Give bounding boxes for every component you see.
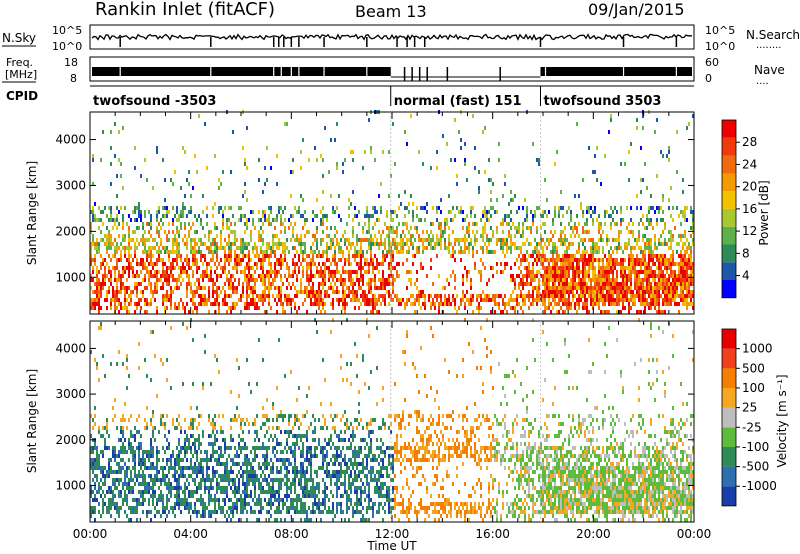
colorbar-swatch [722,244,736,263]
nave-label: Nave [754,63,785,77]
colorbar-tick-label: -500 [742,460,769,474]
colorbar-tick-label: 1000 [742,342,773,356]
nave-legend: .... [756,76,769,87]
y-tick-label: 4000 [55,133,86,147]
x-tick-label: 04:00 [173,527,208,541]
y-tick-label: 1000 [55,478,86,492]
colorbar-swatch [722,368,736,388]
colorbar-swatch [722,155,736,174]
figure-title: Rankin Inlet (fitACF) [95,0,275,20]
velocity-panel: 1000 2000 3000 4000 Slant Range [km] 1000 50… [25,318,789,523]
nsearch-legend: ........ [756,40,781,51]
colorbar-tick-label: 24 [742,157,757,171]
colorbar-swatch [722,486,736,506]
beam-label: Beam 13 [355,2,427,21]
colorbar-tick-label: 8 [742,246,750,260]
freq-panel: Freq. [MHz] 18 8 60 0 Nave .... [2,56,785,87]
nsearch-tick-bottom: 10^0 [705,40,735,53]
colorbar-tick-label: -1000 [742,479,777,493]
cpid-row: CPID twofsound -3503 normal (fast) 151 two… [6,85,694,109]
colorbar-tick-label: -100 [742,440,769,454]
x-tick-label: 16:00 [475,527,510,541]
nsky-tick-bottom: 10^0 [52,40,82,53]
colorbar-tick-label: 28 [742,135,757,149]
colorbar-swatch [722,446,736,467]
colorbar-tick-label: 4 [742,269,750,283]
power-data-cells [90,110,694,314]
nsearch-tick-top: 10^5 [705,24,735,37]
y-tick-label: 1000 [55,270,86,284]
colorbar-swatch [722,137,736,156]
colorbar-swatch [722,427,736,447]
colorbar-swatch [722,173,736,192]
freq-tick-top: 18 [64,56,78,69]
colorbar-swatch [722,407,736,428]
nsky-tick-top: 10^5 [52,24,82,37]
velocity-ylabel: Slant Range [km] [25,369,39,473]
colorbar-tick-label: 12 [742,224,757,238]
nave-tick-top: 60 [705,56,719,69]
colorbar-tick-label: -25 [742,420,762,434]
power-ylabel: Slant Range [km] [25,161,39,265]
colorbar-tick-label: 100 [742,381,765,395]
y-tick-label: 4000 [55,341,86,355]
colorbar-swatch [722,120,736,138]
date-label: 09/Jan/2015 [588,0,685,19]
colorbar-swatch [722,466,736,487]
freq-tick-bottom: 8 [70,72,77,85]
colorbar-swatch [722,280,736,298]
cpid-segment-label: twofsound 3503 [543,94,661,109]
x-axis-label: Time UT [366,539,417,553]
freq-gaps [119,66,677,81]
cpid-segment-label: normal (fast) 151 [394,94,522,109]
x-tick-label: 20:00 [576,527,611,541]
colorbar-tick-label: 25 [742,401,757,415]
freq-label-line1: Freq. [6,56,33,69]
colorbar-swatch [722,191,736,209]
y-tick-label: 2000 [55,433,86,447]
velocity-colorbar-label: Velocity [m s⁻¹] [775,374,789,467]
x-tick-label: 00:00 [73,527,108,541]
nsky-label: N.Sky [2,31,36,45]
colorbar-swatch [722,226,736,245]
colorbar-tick-label: 500 [742,361,765,375]
power-panel: 1000 2000 3000 4000 Slant Range [km] 28 24 20… [25,110,771,315]
x-tick-label: 08:00 [274,527,309,541]
power-colorbar-label: Power [dB] [757,180,771,245]
colorbar-tick-label: 16 [742,202,757,216]
colorbar-swatch [722,388,736,408]
x-tick-label: 12:00 [375,527,410,541]
nsky-panel: N.Sky 10^5 10^0 10^5 10^0 N.Search .....… [2,24,800,53]
colorbar-swatch [722,208,736,227]
y-tick-label: 3000 [55,178,86,192]
colorbar-swatch [722,329,736,349]
y-tick-label: 3000 [55,387,86,401]
cpid-segment-label: twofsound -3503 [93,94,216,109]
x-tick-label: 00:00 [677,527,712,541]
colorbar-tick-label: 20 [742,180,757,194]
y-tick-label: 2000 [55,224,86,238]
nsky-trace [91,33,693,47]
colorbar-swatch [722,262,736,280]
colorbar-swatch [722,348,736,369]
velocity-data-cells [90,318,694,522]
cpid-label: CPID [6,89,38,103]
nsearch-label: N.Search [746,28,800,42]
freq-label-line2: [MHz] [5,68,37,81]
nave-tick-bottom: 0 [705,72,712,85]
